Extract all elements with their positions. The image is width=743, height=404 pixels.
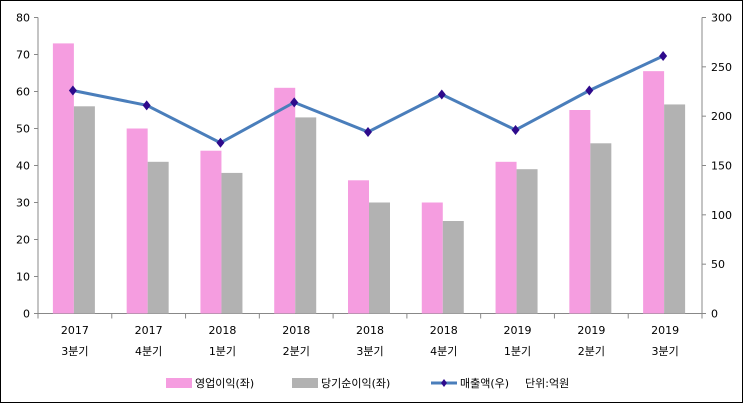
x-tick-label-year: 2017 xyxy=(61,324,89,337)
x-tick-label-year: 2018 xyxy=(430,324,458,337)
bar-net-profit xyxy=(590,143,612,314)
left-tick-label: 40 xyxy=(16,160,30,173)
bar-operating-profit xyxy=(274,87,296,314)
revenue-marker xyxy=(216,137,225,148)
right-tick-label: 300 xyxy=(711,12,732,25)
x-tick-label-quarter: 1분기 xyxy=(504,345,531,358)
bar-operating-profit xyxy=(348,180,369,314)
revenue-marker xyxy=(290,97,299,108)
bar-net-profit xyxy=(442,221,464,314)
right-tick-label: 150 xyxy=(711,160,732,173)
revenue-marker xyxy=(437,89,446,100)
bar-net-profit xyxy=(516,169,538,314)
bar-operating-profit xyxy=(200,150,222,314)
revenue-marker xyxy=(585,85,594,96)
legend-label: 영업이익(좌) xyxy=(195,377,254,390)
revenue-marker xyxy=(364,126,372,137)
x-tick-label-year: 2018 xyxy=(282,324,310,337)
bar-operating-profit xyxy=(569,110,591,314)
x-tick-label-year: 2018 xyxy=(356,324,384,337)
legend-label: 매출액(우) xyxy=(460,377,509,390)
left-tick-label: 70 xyxy=(16,49,30,62)
bar-operating-profit xyxy=(495,161,517,314)
x-tick-label-quarter: 4분기 xyxy=(135,345,162,358)
legend-marker-revenue xyxy=(441,379,447,387)
x-tick-label-quarter: 2분기 xyxy=(283,345,310,358)
legend-swatch-net-profit xyxy=(292,378,318,388)
legend-label: 당기순이익(좌) xyxy=(321,377,390,390)
x-tick-label-quarter: 3분기 xyxy=(356,345,383,358)
bar-net-profit xyxy=(664,104,686,314)
unit-note: 단위:억원 xyxy=(525,377,569,390)
x-tick-label-quarter: 3분기 xyxy=(61,345,88,358)
bar-net-profit xyxy=(369,202,390,314)
bar-operating-profit xyxy=(52,43,74,314)
bar-net-profit xyxy=(73,106,95,314)
x-tick-label-year: 2018 xyxy=(208,324,236,337)
bar-net-profit xyxy=(295,117,317,314)
revenue-marker xyxy=(68,85,77,96)
left-tick-label: 30 xyxy=(16,197,30,210)
left-tick-label: 20 xyxy=(16,234,30,247)
right-tick-label: 0 xyxy=(711,308,718,321)
bar-operating-profit xyxy=(643,71,665,314)
left-tick-label: 80 xyxy=(16,12,30,25)
left-tick-label: 0 xyxy=(23,308,30,321)
x-tick-label-quarter: 3분기 xyxy=(651,345,678,358)
right-tick-label: 200 xyxy=(711,110,732,123)
left-tick-label: 60 xyxy=(16,86,30,99)
right-tick-label: 250 xyxy=(711,61,732,74)
revenue-marker xyxy=(142,100,151,111)
bar-operating-profit xyxy=(421,202,443,314)
revenue-marker xyxy=(659,50,668,61)
x-tick-label-quarter: 2분기 xyxy=(578,345,605,358)
x-tick-label-year: 2019 xyxy=(504,324,532,337)
revenue-marker xyxy=(511,124,520,135)
bar-net-profit xyxy=(147,161,169,314)
bar-operating-profit xyxy=(126,128,148,314)
x-tick-label-year: 2017 xyxy=(135,324,163,337)
right-tick-label: 50 xyxy=(711,258,725,271)
x-tick-label-quarter: 4분기 xyxy=(430,345,457,358)
legend-swatch-operating-profit xyxy=(166,378,192,388)
x-tick-label-year: 2019 xyxy=(651,324,679,337)
x-tick-label-year: 2019 xyxy=(577,324,605,337)
right-tick-label: 100 xyxy=(711,209,732,222)
left-tick-label: 50 xyxy=(16,123,30,136)
x-tick-label-quarter: 1분기 xyxy=(209,345,236,358)
bar-net-profit xyxy=(221,172,243,314)
left-tick-label: 10 xyxy=(16,271,30,284)
